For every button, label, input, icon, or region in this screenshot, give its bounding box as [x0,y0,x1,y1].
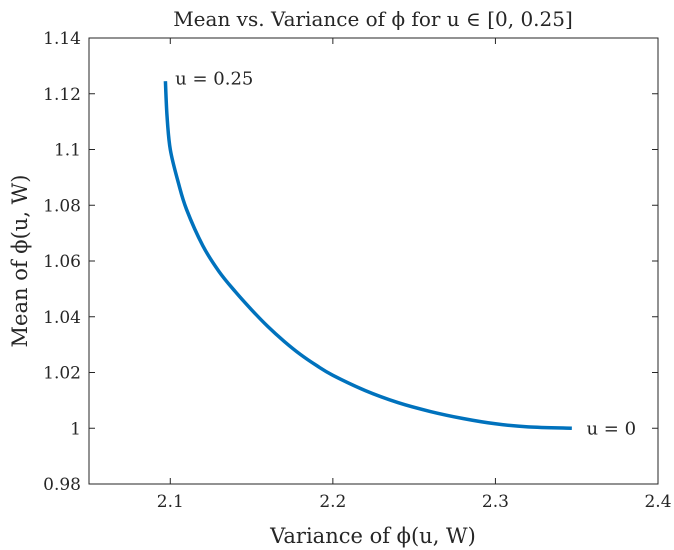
plot-background [89,38,658,484]
y-tick-label: 1.1 [54,141,81,161]
x-tick-label: 2.3 [482,492,509,512]
y-tick-label: 1.14 [43,29,81,49]
annotations: u = 0.25 u = 0 [175,68,636,439]
chart-title: Mean vs. Variance of ϕ for u ∈ [0, 0.25] [173,7,573,31]
annotation-label: u = 0.25 [175,68,253,89]
x-axis: 2.1 2.2 2.3 2.4 [157,38,672,512]
y-tick-label: 0.98 [43,475,81,495]
series-line [163,81,572,430]
x-tick-label: 2.1 [157,492,184,512]
y-axis-label: Mean of ϕ(u, W) [8,175,32,348]
y-tick-label: 1.12 [43,85,81,105]
y-tick-label: 1 [70,419,81,439]
y-tick-label: 1.08 [43,196,81,216]
y-tick-label: 1.02 [43,364,81,384]
x-tick-label: 2.4 [644,492,671,512]
x-tick-label: 2.2 [319,492,346,512]
y-tick-label: 1.04 [43,308,81,328]
y-axis: 0.98 1 1.02 1.04 1.06 1.08 1.1 1.12 1.14 [43,29,658,495]
annotation-label: u = 0 [586,418,636,439]
plot-frame [88,37,659,485]
y-tick-label: 1.06 [43,252,81,272]
x-axis-label: Variance of ϕ(u, W) [269,524,476,548]
